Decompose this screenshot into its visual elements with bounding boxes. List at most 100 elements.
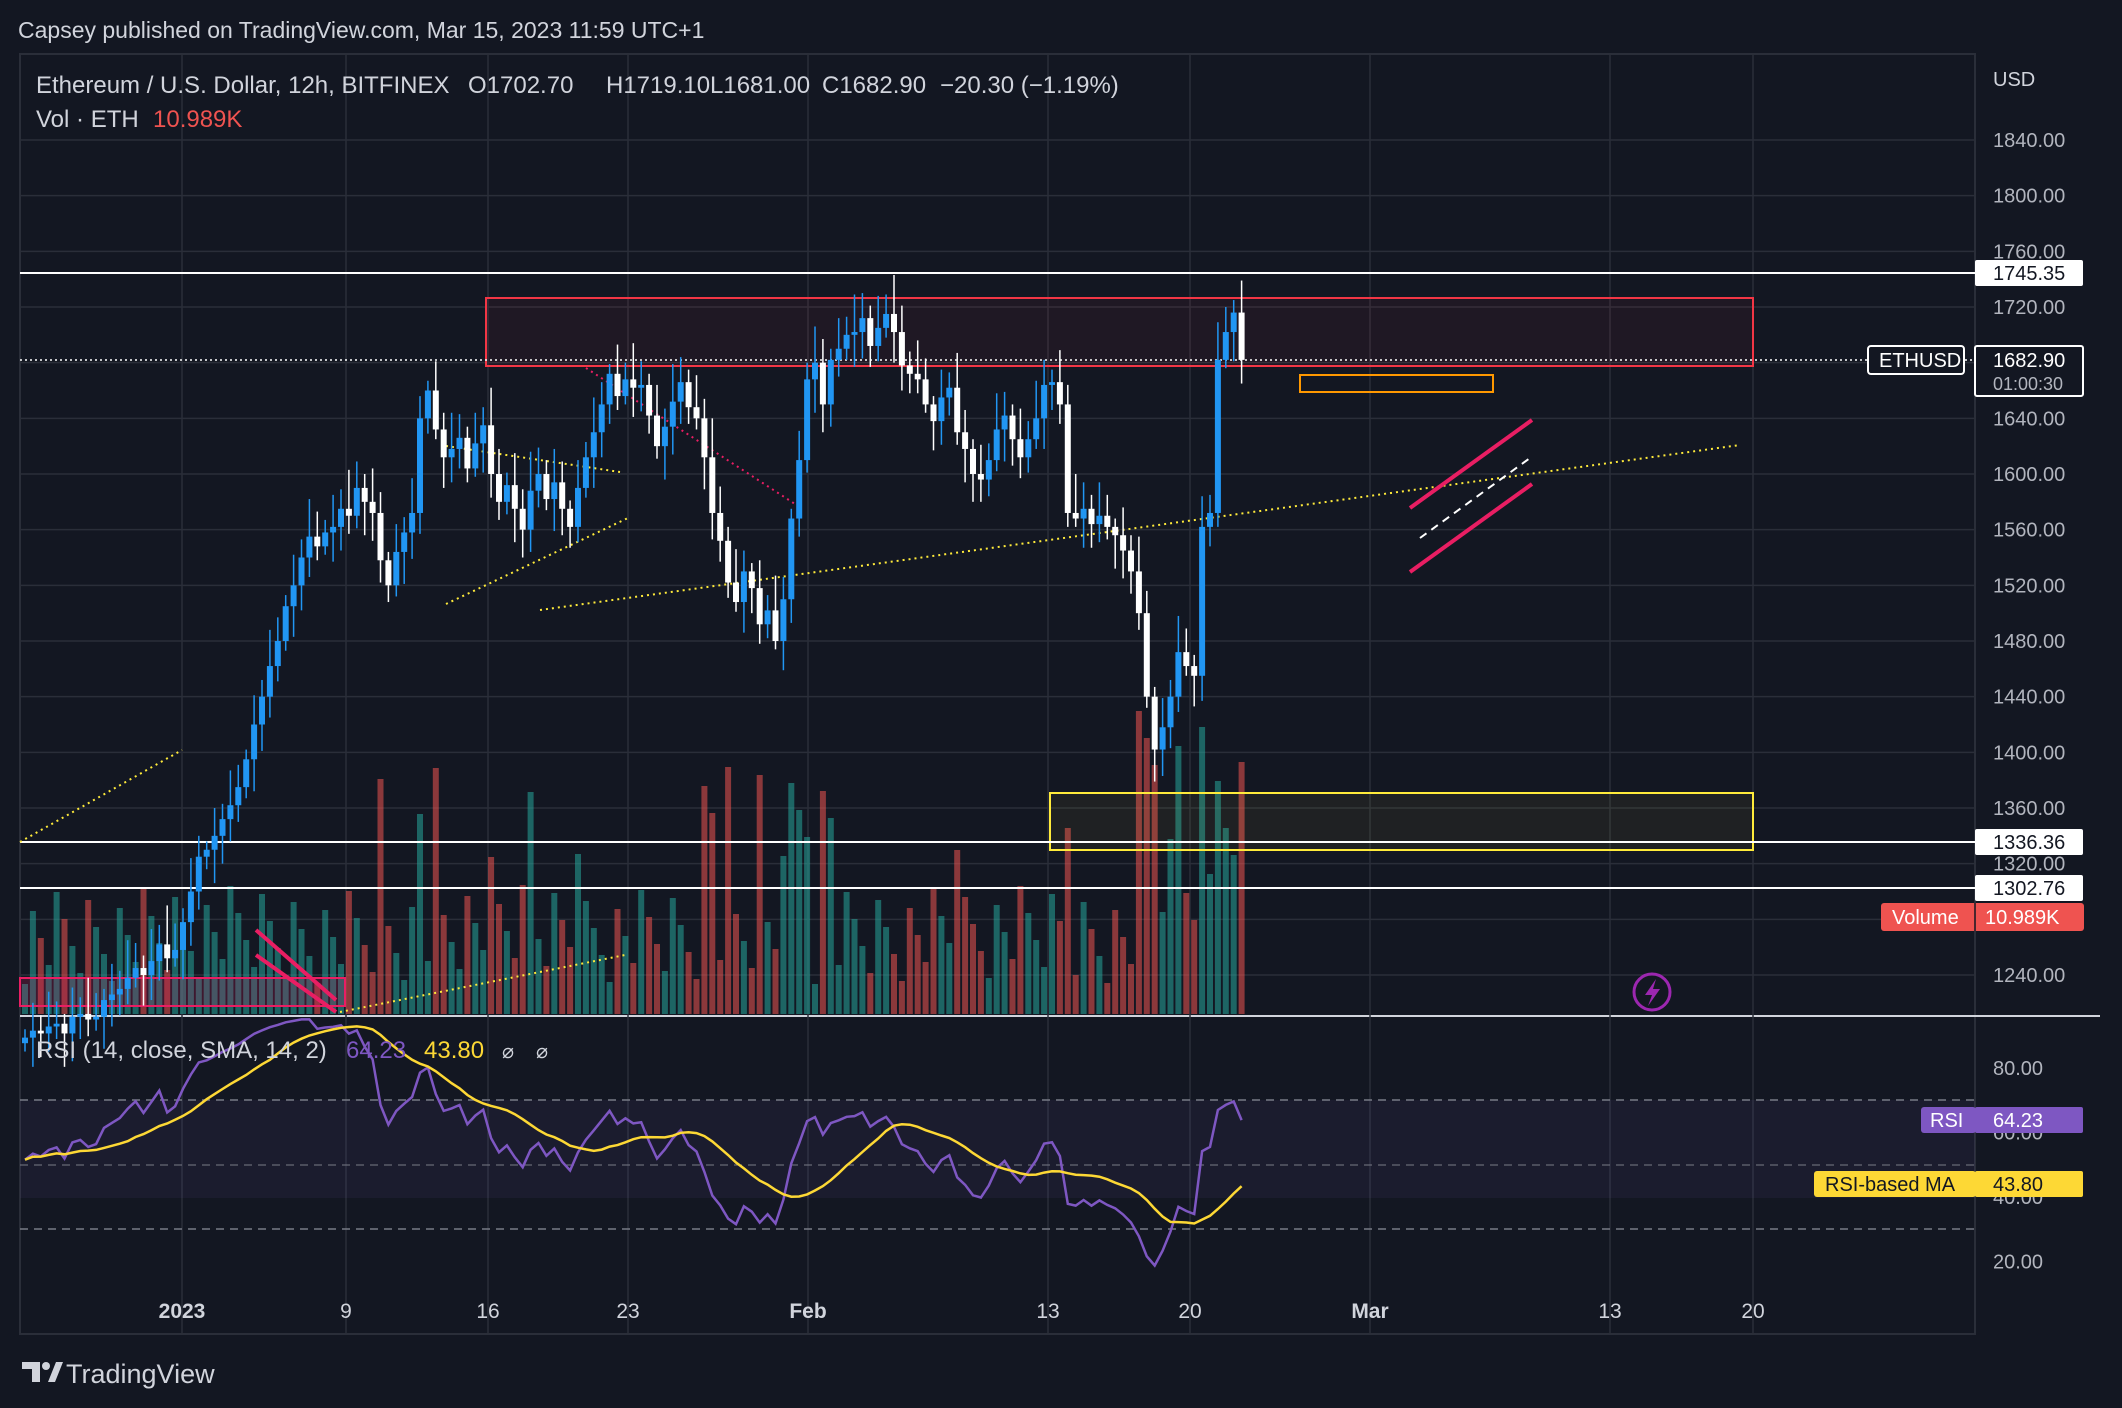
orange-range-box[interactable]	[1299, 374, 1494, 393]
rsi-ma-tag[interactable]	[1814, 1171, 1976, 1197]
flag-upper[interactable]	[254, 928, 338, 1002]
channel-upper[interactable]	[1408, 418, 1534, 510]
volume-bar	[859, 946, 866, 1014]
volume-bar	[630, 963, 637, 1014]
candle-body	[108, 994, 115, 1001]
volume-bar	[930, 889, 937, 1014]
candle-body	[851, 332, 858, 335]
volume-bar	[898, 981, 905, 1014]
volume-bar	[290, 902, 297, 1014]
candle-body	[717, 512, 724, 541]
triangle-lower[interactable]	[445, 517, 629, 605]
candle-body	[1056, 382, 1063, 405]
volume-bar	[622, 936, 629, 1014]
rsi-tag[interactable]	[1921, 1107, 1976, 1133]
rsi-indicator-label[interactable]: RSI (14, close, SMA, 14, 2)	[36, 1037, 327, 1064]
resistance-zone[interactable]	[485, 297, 1754, 367]
volume-bar	[883, 927, 890, 1014]
bar-countdown: 01:00:30	[1993, 374, 2063, 394]
symbol-title[interactable]: Ethereum / U.S. Dollar, 12h, BITFINEX	[36, 72, 449, 99]
candle-body	[29, 1030, 36, 1038]
candle-body	[1159, 727, 1166, 750]
level-low-value: 1302.76	[1993, 878, 2065, 900]
candle-body	[954, 387, 961, 433]
rsi-line[interactable]	[24, 1018, 1243, 1268]
volume-bar	[1112, 910, 1119, 1014]
candle-body	[211, 835, 218, 850]
flag-lower[interactable]	[254, 953, 338, 1014]
volume-bar	[1191, 920, 1198, 1014]
candle-body	[1072, 512, 1079, 519]
symbol-tag[interactable]	[1867, 345, 1965, 375]
volume-indicator-label[interactable]: Vol · ETH	[36, 106, 139, 133]
support-zone[interactable]	[1049, 792, 1754, 851]
price-axis-ticks[interactable]: 1840.001800.001760.001720.001680.001640.…	[1993, 130, 2065, 987]
channel-lower[interactable]	[1408, 482, 1534, 574]
publisher-line: Capsey published on TradingView.com, Mar…	[18, 17, 704, 43]
ohlc-open: O1702.70	[468, 72, 573, 99]
volume-bar	[962, 897, 969, 1014]
time-axis-ticks[interactable]: 2023 9 16 23 Feb 13 20 Mar 13 20	[159, 1300, 1765, 1323]
volume-tag[interactable]	[1881, 903, 2084, 931]
volume-bar	[53, 892, 60, 1014]
rsi-band	[20, 1100, 1975, 1198]
candle-body	[203, 849, 210, 857]
volume-bar	[1056, 921, 1063, 1014]
candle-body	[914, 373, 921, 380]
volume-bar	[796, 810, 803, 1014]
candle-body	[187, 891, 194, 923]
volume-bar	[575, 854, 581, 1014]
volume-bar	[369, 972, 376, 1014]
volume-bar	[211, 932, 218, 1014]
rsi-ma-line[interactable]	[24, 1025, 1243, 1225]
candle-body	[93, 1016, 100, 1020]
candle-body	[432, 390, 439, 430]
candle-body	[440, 429, 447, 458]
volume-bar	[345, 891, 352, 1014]
lightning-icon[interactable]	[1632, 972, 1672, 1012]
candle-body	[883, 313, 890, 328]
candle-body	[756, 588, 763, 625]
candle-body	[1104, 515, 1111, 527]
trendline-early[interactable]	[19, 749, 183, 843]
channel-mid[interactable]	[1419, 457, 1531, 539]
time-tick-label: 20	[1741, 1300, 1764, 1323]
tradingview-logo-icon[interactable]	[22, 1362, 63, 1382]
candle-body	[622, 379, 629, 397]
volume-bar	[804, 837, 811, 1014]
trendline-rising[interactable]	[539, 444, 1741, 611]
price-tick-label: 1720.00	[1993, 297, 2065, 319]
volume-bar	[535, 939, 542, 1014]
trendline-volume[interactable]	[339, 954, 626, 1013]
price-tick-label: 1560.00	[1993, 520, 2065, 542]
candle-body	[448, 448, 455, 458]
candle-body	[1080, 508, 1087, 519]
volume-bar	[116, 908, 123, 1014]
currency-label[interactable]: USD	[1993, 69, 2035, 91]
volume-bar	[259, 894, 265, 1014]
candle-body	[1191, 666, 1198, 676]
candle-body	[646, 384, 653, 416]
pink-range-box[interactable]	[19, 977, 346, 1007]
candle-body	[551, 482, 558, 500]
candle-body	[456, 437, 463, 449]
time-tick-label: 20	[1178, 1300, 1201, 1323]
price-tick-label: 1320.00	[1993, 854, 2065, 876]
lightning-bolt-icon	[1645, 979, 1660, 1006]
volume-bar	[614, 909, 621, 1014]
candle-body	[22, 1037, 28, 1044]
volume-bar	[875, 900, 882, 1014]
candle-body	[1049, 382, 1055, 385]
footer-brand[interactable]: TradingView	[66, 1359, 215, 1389]
hidden-input-icon-2: ⌀	[536, 1041, 548, 1063]
volume-bar	[464, 896, 471, 1014]
volume-bar	[1080, 902, 1087, 1014]
rsi-ma-value-tag	[1975, 1171, 2083, 1197]
candle-body	[1214, 359, 1221, 513]
volume-bar	[1049, 894, 1055, 1014]
volume-bar	[393, 953, 400, 1014]
volume-bar	[717, 960, 724, 1014]
volume-bar	[195, 978, 202, 1014]
candle-body	[898, 332, 905, 366]
